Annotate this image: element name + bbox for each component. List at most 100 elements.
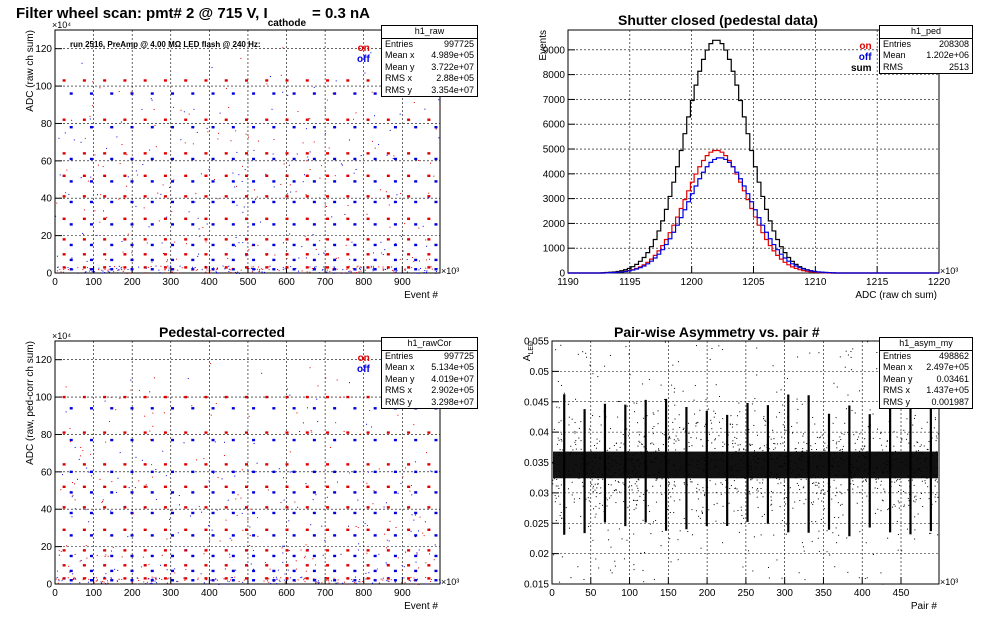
scatter-dot <box>852 467 854 469</box>
marker-off <box>353 579 357 582</box>
scatter-dot <box>910 456 912 458</box>
scatter-dot <box>816 467 818 469</box>
marker-on <box>366 266 370 269</box>
scatter-dot <box>643 493 645 495</box>
scatter-dot <box>623 501 625 503</box>
marker-on <box>82 253 86 256</box>
scatter-dot <box>907 433 909 435</box>
scatter-dot <box>324 204 326 206</box>
marker-on <box>265 485 269 488</box>
scatter-dot <box>268 578 270 580</box>
scatter-dot <box>353 172 355 174</box>
tick-label-x: 400 <box>201 277 218 288</box>
scatter-dot <box>91 105 93 107</box>
marker-on <box>103 118 107 121</box>
scatter-dot <box>419 516 421 518</box>
marker-off <box>150 200 154 204</box>
scatter-dot <box>113 271 115 273</box>
scatter-dot <box>652 412 654 414</box>
scatter-dot <box>918 467 920 469</box>
scatter-dot <box>787 378 789 380</box>
scatter-dot <box>837 502 839 504</box>
marker-on <box>62 79 66 82</box>
scatter-dot <box>585 352 587 354</box>
scatter-dot <box>787 443 789 445</box>
scatter-dot <box>868 472 870 474</box>
scatter-dot <box>686 484 688 486</box>
scatter-dot <box>890 460 892 462</box>
marker-on <box>224 79 228 82</box>
marker-off <box>231 569 235 573</box>
marker-on <box>103 577 107 580</box>
scatter-dot <box>568 424 570 426</box>
marker-off <box>231 438 235 442</box>
scatter-dot <box>782 404 784 406</box>
scatter-dot <box>594 456 596 458</box>
scatter-dot <box>924 482 926 484</box>
scatter-dot <box>282 561 284 563</box>
scatter-dot <box>287 569 289 571</box>
scatter-dot <box>388 577 390 579</box>
marker-on <box>285 485 289 488</box>
scatter-dot <box>666 501 668 503</box>
scatter-dot <box>251 271 253 273</box>
scatter-dot <box>428 192 430 194</box>
marker-off <box>434 126 438 129</box>
scatter-dot <box>554 501 556 503</box>
scatter-dot <box>637 487 639 489</box>
scatter-dot <box>682 390 684 392</box>
scatter-dot <box>355 576 357 578</box>
scatter-dot <box>593 454 595 456</box>
scatter-dot <box>127 176 129 178</box>
marker-off <box>191 258 195 262</box>
scatter-dot <box>644 435 646 437</box>
scatter-dot <box>401 582 403 584</box>
scatter-dot <box>135 205 137 207</box>
scatter-dot <box>672 421 674 423</box>
panel1-stats-row: RMS x 2.88e+05 <box>385 73 474 83</box>
scatter-dot <box>82 269 84 271</box>
scatter-dot <box>751 444 753 446</box>
scatter-dot <box>800 479 802 481</box>
panel2-axes: 1190 1195 1200 1205 1210 1215 1220010002000300… <box>538 29 958 301</box>
scatter-dot <box>260 221 262 223</box>
marker-off <box>312 491 316 494</box>
scatter-dot <box>915 499 917 501</box>
scatter-dot <box>653 443 655 445</box>
scatter-dot <box>784 463 786 465</box>
marker-off <box>231 470 235 474</box>
scatter-dot <box>575 448 577 450</box>
scatter-dot <box>851 409 853 411</box>
scatter-dot <box>284 582 286 584</box>
scatter-dot <box>119 397 121 399</box>
scatter-dot <box>784 455 786 457</box>
scatter-dot <box>883 462 885 464</box>
scatter-dot <box>713 453 715 455</box>
marker-off <box>393 470 397 474</box>
tick-label-x: 450 <box>893 588 910 599</box>
panel3-legend-on: on <box>357 353 370 364</box>
scatter-dot <box>340 553 342 555</box>
scatter-dot <box>151 464 153 466</box>
scatter-dot <box>250 563 252 565</box>
scatter-dot <box>634 483 636 485</box>
marker-on <box>163 79 167 82</box>
scatter-dot <box>256 462 258 464</box>
marker-off <box>434 258 438 262</box>
scatter-dot <box>627 459 629 461</box>
scatter-dot <box>852 480 854 482</box>
marker-off <box>89 534 93 537</box>
scatter-dot <box>674 485 676 487</box>
scatter-dot <box>326 271 328 273</box>
marker-off <box>353 243 357 247</box>
marker-on <box>386 577 390 580</box>
scatter-dot <box>309 151 311 153</box>
marker-off <box>89 200 93 204</box>
scatter-dot <box>691 481 693 483</box>
scatter-dot <box>812 474 814 476</box>
scatter-dot <box>364 269 366 271</box>
scatter-dot <box>104 400 106 402</box>
scatter-dot <box>646 489 648 491</box>
marker-on <box>305 485 309 488</box>
scatter-dot <box>673 464 675 466</box>
